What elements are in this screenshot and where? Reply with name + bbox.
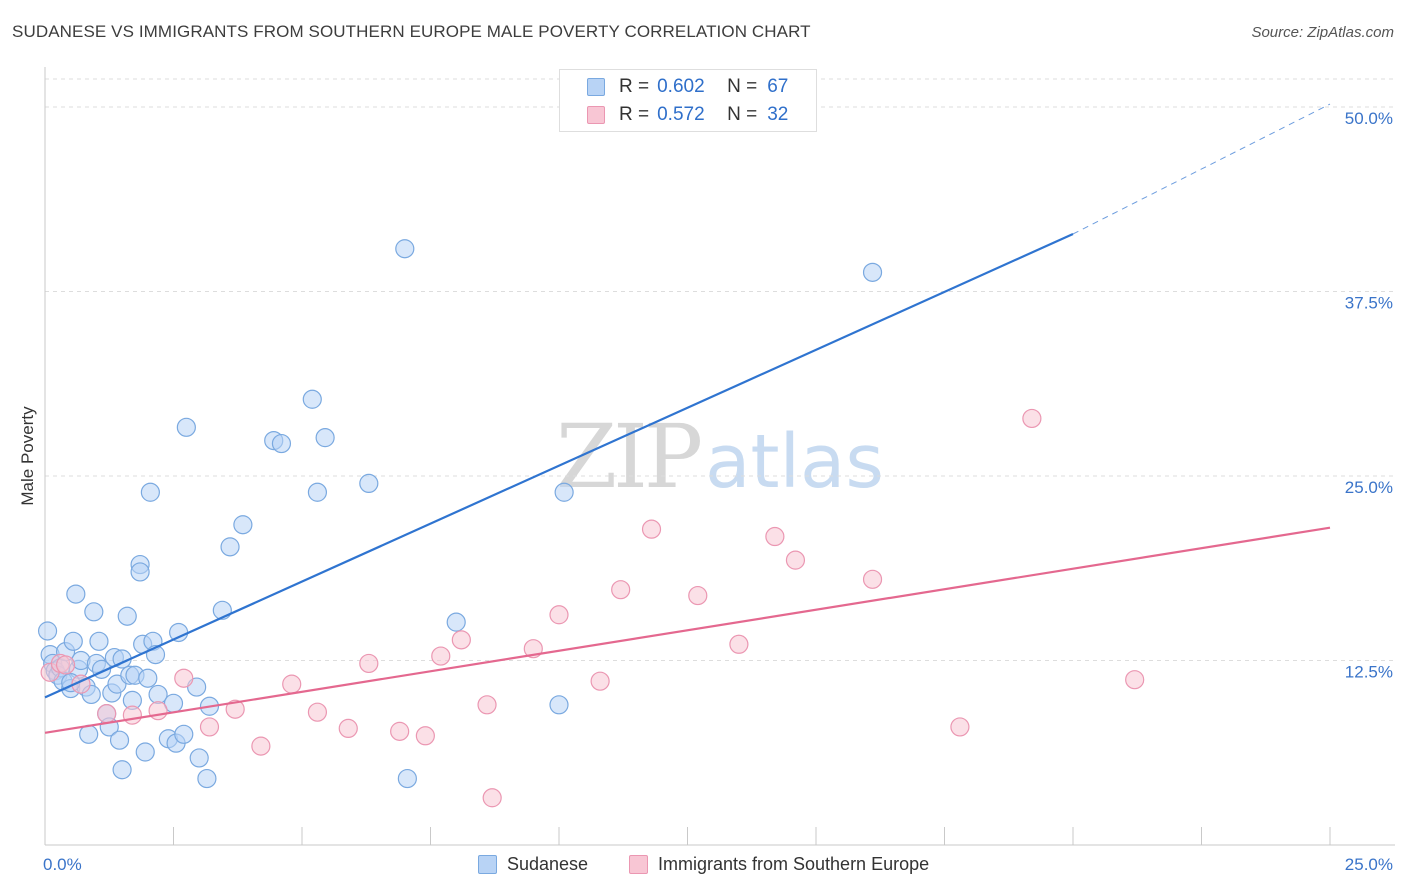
sudanese-point (63, 631, 83, 651)
sudanese-point (302, 389, 322, 409)
sudanese-point (315, 428, 335, 448)
x-tick-label: 0.0% (43, 855, 82, 874)
southern-europe-point (451, 630, 471, 650)
southern-europe-point (950, 717, 970, 737)
sudanese-point (359, 473, 379, 494)
y-tick-label: 50.0% (1345, 109, 1393, 128)
sudanese-point (130, 562, 150, 582)
sudanese-point (169, 622, 189, 643)
sudanese-point (862, 262, 883, 282)
southern-europe-point (549, 605, 569, 625)
southern-europe-point (390, 721, 410, 741)
sudanese-point (84, 602, 104, 622)
southern-europe-point (122, 705, 142, 725)
sudanese-point (140, 482, 160, 502)
sudanese-point (395, 239, 415, 259)
legend-r-label: R = (619, 76, 650, 97)
bottom-legend-label-sudanese: Sudanese (507, 853, 589, 874)
legend-n-label: N = (727, 76, 758, 97)
legend-r-label: R = (619, 104, 650, 125)
gridlines (45, 78, 1395, 662)
southern-europe-point (785, 550, 806, 570)
legend-box: R = 0.602 N = 67 R = 0.572 N = 32 (559, 69, 817, 132)
sudanese-point (220, 537, 240, 557)
sudanese-trend-line (44, 232, 1074, 699)
southern-europe-point (765, 526, 785, 547)
watermark-atlas: atlas (705, 419, 884, 505)
chart-title: SUDANESE VS IMMIGRANTS FROM SOUTHERN EUR… (12, 22, 811, 41)
southern-europe-point (55, 655, 76, 675)
southern-europe-point (688, 585, 708, 606)
bottom-legend-sudanese: Sudanese (478, 853, 588, 875)
legend-n-value: 32 (767, 104, 789, 125)
sudanese-point (89, 631, 109, 651)
legend-row-sudanese: R = 0.602 N = 67 (587, 76, 788, 98)
southern-europe-point (590, 671, 610, 691)
southern-europe-trend-line (44, 526, 1331, 734)
southern-europe-point (225, 699, 245, 719)
southern-europe-point (174, 668, 194, 688)
axes (44, 67, 1395, 846)
southern-europe-point (611, 580, 631, 600)
legend-n-value: 67 (767, 76, 789, 97)
sudanese-point (446, 612, 466, 632)
sudanese-point (549, 695, 569, 715)
sudanese-point (135, 742, 155, 762)
bottom-legend-swatch-southern-europe (629, 854, 648, 874)
southern-europe-point (148, 701, 168, 721)
bottom-legend-swatch-sudanese (478, 854, 497, 874)
sudanese-point (397, 768, 417, 789)
sudanese-point (176, 417, 196, 437)
southern-europe-point (415, 726, 435, 746)
sudanese-point (174, 724, 194, 744)
bottom-legend-southern-europe: Immigrants from Southern Europe (629, 853, 929, 875)
tick-labels: 12.5% 25.0% 37.5% 50.0% 0.0% 25.0% (43, 109, 1393, 874)
sudanese-point (79, 724, 99, 744)
sudanese-point (554, 482, 574, 502)
sudanese-point (37, 621, 58, 641)
x-tick-label: 25.0% (1345, 855, 1393, 874)
legend-r-value: 0.572 (657, 104, 705, 125)
southern-europe-points (40, 408, 1145, 808)
southern-europe-point (1125, 670, 1145, 690)
y-tick-label: 12.5% (1345, 663, 1393, 682)
source-label: Source: ZipAtlas.com (1251, 24, 1394, 41)
y-tick-label: 25.0% (1345, 478, 1393, 497)
sudanese-point (138, 668, 158, 688)
sudanese-point (197, 768, 217, 789)
southern-europe-point (729, 634, 749, 654)
legend-swatch-sudanese (587, 78, 605, 96)
trend-lines (44, 103, 1331, 734)
southern-europe-point (199, 717, 220, 737)
sudanese-point (271, 433, 292, 454)
southern-europe-point (477, 695, 497, 715)
southern-europe-point (862, 569, 883, 589)
southern-europe-point (251, 736, 271, 756)
sudanese-point (233, 515, 253, 535)
southern-europe-point (1022, 408, 1042, 429)
southern-europe-point (431, 646, 451, 666)
sudanese-trend-extension (1072, 103, 1331, 235)
sudanese-point (66, 584, 86, 604)
sudanese-point (112, 760, 132, 780)
bottom-legend-label-southern-europe: Immigrants from Southern Europe (658, 853, 930, 874)
southern-europe-point (282, 674, 302, 694)
legend-n-label: N = (727, 104, 758, 125)
y-tick-label: 37.5% (1345, 294, 1393, 313)
southern-europe-point (482, 788, 502, 808)
southern-europe-point (338, 718, 358, 739)
legend-row-southern-europe: R = 0.572 N = 32 (587, 104, 788, 126)
sudanese-point (109, 730, 130, 750)
sudanese-point (307, 482, 328, 502)
southern-europe-point (307, 702, 328, 722)
sudanese-point (117, 606, 137, 626)
southern-europe-point (97, 704, 117, 724)
sudanese-point (189, 748, 209, 768)
southern-europe-point (641, 519, 662, 539)
legend-swatch-southern-europe (587, 106, 605, 124)
legend-r-value: 0.602 (657, 76, 705, 97)
southern-europe-point (359, 653, 379, 674)
